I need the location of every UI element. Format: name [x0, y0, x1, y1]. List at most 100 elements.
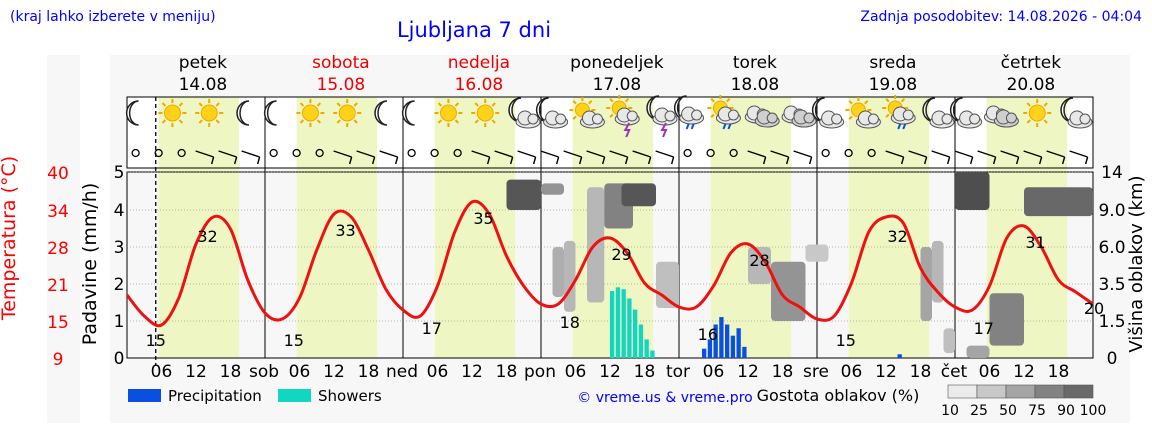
temp-label-10: 15 — [836, 331, 856, 350]
shower-bar-1 — [615, 287, 621, 358]
precip-tick-5: 0 — [114, 349, 125, 369]
temp-tick-4: 15 — [47, 313, 69, 333]
wind-barb-1-4 — [356, 150, 376, 165]
hour-tick-4-2: 18 — [772, 362, 794, 382]
shower-bar-7 — [650, 350, 655, 358]
legend-cloud-swatch-2 — [1005, 384, 1036, 399]
precip-tick-1: 4 — [114, 201, 125, 221]
weather-icon-1-2-sun — [333, 99, 362, 127]
hour-tick-0-0: 06 — [151, 362, 173, 382]
legend-precip-swatch — [128, 389, 161, 402]
icon-frame — [126, 96, 1094, 169]
cloud-tick-5: 0 — [1107, 349, 1118, 369]
temp-label-3: 33 — [335, 221, 355, 240]
weather-icon-5-0-moon-cloud — [811, 97, 845, 129]
wind-calm-5-0 — [821, 148, 830, 158]
day-name-5: sreda — [869, 53, 916, 73]
day-date-5: 19.08 — [869, 75, 918, 95]
hour-tick-1-0: 06 — [289, 362, 311, 382]
wind-barb-3-3 — [609, 150, 629, 165]
cloud-tick-2: 6.0 — [1098, 238, 1125, 258]
region-note: (kraj lahko izberete v meniju) — [10, 9, 216, 25]
cloud-block-1 — [541, 183, 564, 195]
cloud-block-17 — [966, 345, 990, 358]
weather-icon-5-2-sun-rain — [882, 95, 916, 130]
wind-calm-5-2 — [867, 148, 876, 158]
wind-calm-4-1 — [706, 148, 715, 158]
day-date-0: 14.08 — [179, 75, 228, 95]
legend-cloud-title: Gostota oblakov (%) — [757, 386, 920, 405]
hour-tick-3-0: 06 — [565, 362, 587, 382]
hour-tick-4-0: 06 — [703, 362, 725, 382]
day-name-6: četrtek — [1001, 53, 1062, 73]
shower-bar-4 — [633, 309, 638, 358]
wind-calm-0-2 — [177, 148, 186, 158]
weather-icon-6-1-cloud — [983, 105, 1019, 128]
legend-showers-swatch — [278, 389, 311, 402]
wind-barb-6-0 — [954, 150, 974, 165]
cloud-block-8 — [748, 247, 771, 284]
hour-tick-5-2: 18 — [910, 362, 932, 382]
credit-text: © vreme.us & vreme.pro — [577, 390, 752, 406]
cloud-axis-label: Višina oblakov (km) — [1126, 175, 1147, 352]
wind-barb-3-2 — [586, 150, 606, 165]
cloud-tick-1: 9.0 — [1098, 201, 1125, 221]
weather-icon-0-2-sun — [195, 99, 224, 127]
hour-tick-5-1: 12 — [875, 362, 897, 382]
daylight-band-1 — [296, 97, 378, 358]
shower-bar-6 — [644, 339, 649, 358]
weather-icon-3-2-thunder — [606, 95, 640, 138]
temp-label-4: 17 — [422, 319, 442, 338]
shower-bar-5 — [638, 324, 644, 358]
weather-icon-6-0-moon-cloud — [949, 97, 983, 129]
wind-barb-1-3 — [333, 150, 353, 165]
weather-icon-2-3-moon-cloud — [508, 97, 541, 129]
chart-title: Ljubljana 7 dni — [397, 18, 551, 42]
temp-tick-2: 28 — [47, 239, 69, 259]
wind-calm-0-0 — [131, 148, 140, 158]
weather-icon-1-1-sun — [296, 99, 325, 127]
weather-icon-0-1-sun — [158, 99, 187, 127]
wind-barb-0-3 — [195, 150, 215, 165]
weather-icon-3-3-moon-thunder — [646, 95, 678, 138]
weather-icon-2-1-sun — [434, 99, 463, 127]
weather-icon-1-0-moon — [263, 100, 277, 126]
day-abbr-1: sob — [249, 362, 279, 382]
weather-icon-6-2-sun — [1023, 99, 1052, 127]
weather-icon-0-0-moon — [125, 100, 139, 126]
cloud-block-14 — [955, 172, 990, 210]
wind-barb-6-1 — [977, 150, 997, 165]
precip-bar-7 — [742, 346, 747, 358]
weather-icon-4-0-moon-rain — [673, 95, 705, 130]
hour-tick-5-0: 06 — [841, 362, 863, 382]
legend-cloud-level-3: 75 — [1028, 403, 1046, 419]
temp-label-6: 18 — [560, 313, 580, 332]
weather-icon-0-3-moon — [236, 100, 250, 126]
wind-calm-1-1 — [292, 148, 301, 158]
day-name-2: nedelja — [448, 53, 510, 73]
precip-tick-4: 1 — [114, 312, 125, 332]
temperature-line — [125, 199, 1094, 328]
weather-icon-4-3-cloud — [781, 105, 817, 128]
legend-showers-label: Showers — [318, 387, 382, 405]
wind-barb-2-4 — [494, 150, 514, 165]
cloud-tick-0: 14 — [1101, 163, 1123, 183]
wind-barb-2-3 — [471, 150, 491, 165]
legend-cloud-swatch-1 — [976, 384, 1007, 399]
left-gutter — [47, 55, 80, 423]
shower-bar-2 — [621, 289, 626, 358]
temp-label-12: 17 — [974, 319, 994, 338]
temp-label-8: 16 — [698, 325, 718, 344]
temp-label-0: 15 — [146, 331, 166, 350]
precip-tick-3: 2 — [114, 275, 125, 295]
cloud-block-3 — [564, 240, 576, 312]
wind-barb-6-2 — [1000, 150, 1020, 165]
weather-icon-2-0-moon — [401, 100, 415, 126]
hour-tick-1-2: 18 — [358, 362, 380, 382]
wind-barb-6-3 — [1023, 150, 1043, 165]
wind-barb-2-5 — [517, 150, 537, 165]
precip-bar-1 — [707, 339, 713, 358]
wind-calm-2-1 — [430, 148, 439, 158]
